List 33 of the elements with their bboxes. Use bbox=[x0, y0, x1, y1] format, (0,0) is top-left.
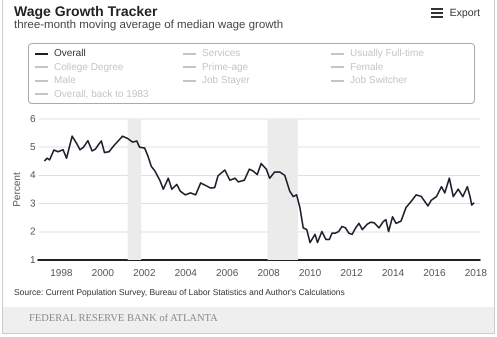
legend-label: Usually Full-time bbox=[350, 48, 424, 60]
x-tick-label: 2010 bbox=[298, 268, 322, 279]
x-tick-label: 2004 bbox=[174, 268, 198, 279]
text: FEDERAL RESERVE BANK of ATLANTA bbox=[29, 313, 218, 324]
x-tick-label: 2000 bbox=[92, 268, 114, 279]
legend-label: Overall, back to 1983 bbox=[54, 88, 148, 100]
x-tick-label: 2006 bbox=[216, 268, 239, 279]
x-tick-label: 2014 bbox=[382, 268, 405, 279]
y-tick-label: 2 bbox=[30, 226, 36, 238]
chart-subtitle: three-month moving average of median wage growth bbox=[14, 19, 284, 31]
legend-label: Job Stayer bbox=[202, 75, 250, 86]
source-note: Source: Current Population Survey, Bureau of Labor Statistics and Author's Calculations bbox=[14, 287, 345, 297]
legend-label: Job Switcher bbox=[350, 75, 408, 86]
legend-label: Overall bbox=[54, 48, 86, 60]
y-tick-label: 6 bbox=[30, 114, 36, 125]
legend-label: Prime-age bbox=[202, 62, 248, 73]
chart-title: Wage Growth Tracker bbox=[14, 3, 158, 19]
x-tick-label: 2012 bbox=[340, 268, 364, 279]
x-tick-label: 2016 bbox=[423, 268, 446, 279]
legend-label: College Degree bbox=[54, 62, 124, 73]
legend-label: Services bbox=[202, 48, 240, 60]
y-tick-label: 3 bbox=[30, 198, 36, 210]
text: Export bbox=[450, 7, 480, 19]
x-tick-label: 1998 bbox=[50, 268, 73, 279]
x-tick-label: 2002 bbox=[133, 268, 156, 279]
y-tick-label: 4 bbox=[30, 170, 36, 182]
y-tick-label: 5 bbox=[30, 142, 36, 153]
legend-label: Female bbox=[350, 62, 384, 73]
y-tick-label: 1 bbox=[30, 254, 36, 266]
y-axis-title: Percent bbox=[12, 172, 23, 207]
legend-label: Male bbox=[54, 75, 76, 86]
x-tick-label: 2008 bbox=[257, 268, 280, 279]
x-tick-label: 2018 bbox=[464, 268, 488, 279]
